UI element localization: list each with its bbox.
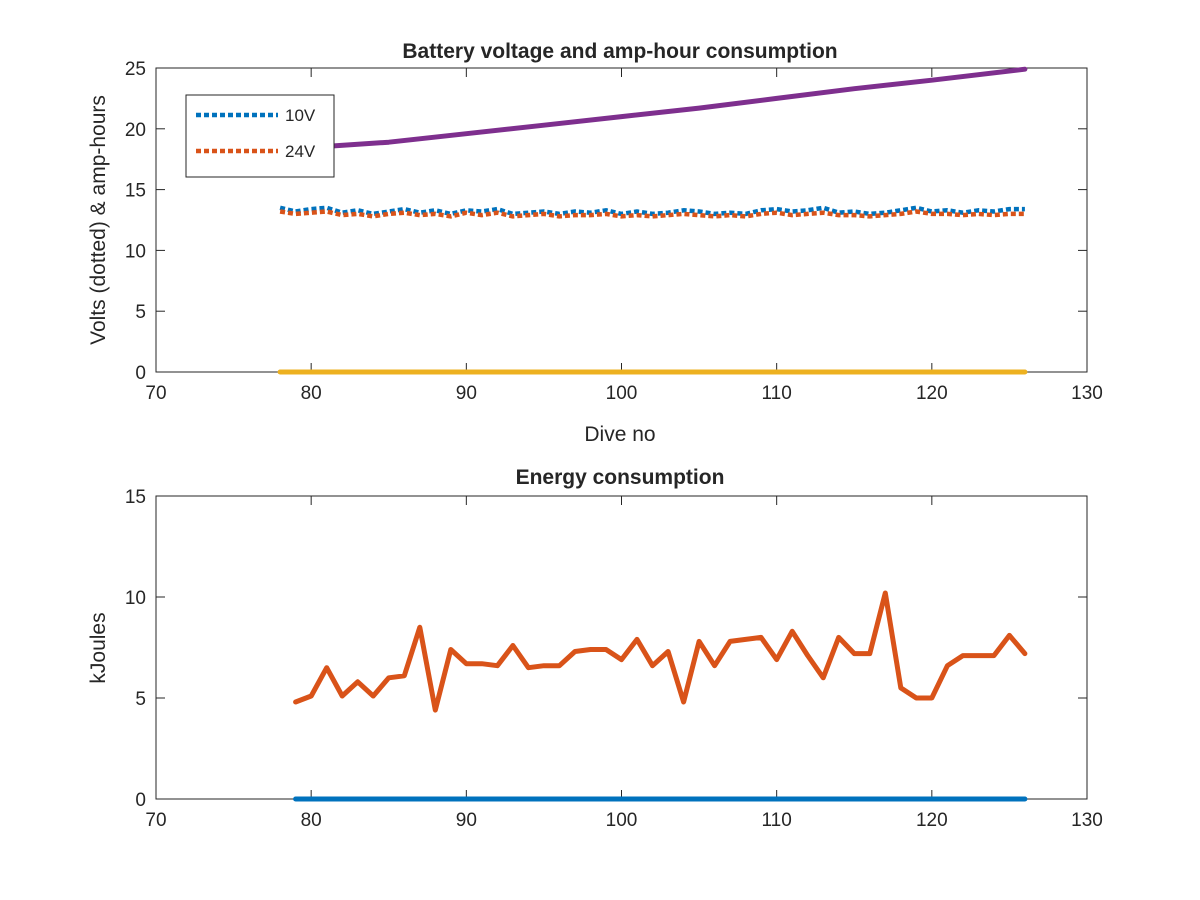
y-tick-label: 15 (125, 181, 146, 202)
series-1-line (293, 590, 1028, 713)
x-tick-label: 70 (145, 810, 166, 831)
y-tick-label: 15 (125, 487, 146, 508)
series-10v-line (279, 205, 1025, 217)
x-tick-label: 110 (762, 383, 792, 404)
y-axis-label: kJoules (87, 612, 110, 683)
x-tick-label: 70 (145, 383, 166, 404)
battery-axes: Battery voltage and amp-hour consumption… (87, 40, 1103, 446)
chart-title: Energy consumption (516, 466, 725, 489)
legend-entry-label: 10V (285, 106, 316, 125)
x-tick-label: 90 (456, 810, 477, 831)
y-axis-label: Volts (dotted) & amp-hours (87, 95, 110, 345)
x-tick-label: 80 (301, 383, 322, 404)
plot-area (155, 495, 1088, 800)
x-axis-label: Dive no (584, 423, 655, 446)
x-tick-label: 130 (1071, 383, 1103, 404)
y-tick-label: 10 (125, 241, 146, 262)
x-tick-label: 100 (606, 810, 638, 831)
x-tick-label: 130 (1071, 810, 1103, 831)
series-24v-line (279, 209, 1025, 219)
y-tick-label: 5 (135, 302, 146, 323)
y-tick-label: 25 (125, 59, 146, 80)
legend-entry-label: 24V (285, 142, 316, 161)
y-tick-label: 0 (135, 790, 146, 811)
x-tick-label: 90 (456, 383, 477, 404)
energy-axes: Energy consumption kJoules 70 80 90 100 110 1… (87, 466, 1103, 831)
y-tick-label: 0 (135, 363, 146, 384)
x-tick-label: 120 (916, 383, 948, 404)
legend-box (185, 94, 335, 178)
chart-title: Battery voltage and amp-hour consumption (402, 40, 837, 63)
x-tick-label: 80 (301, 810, 322, 831)
y-tick-label: 20 (125, 120, 146, 141)
x-tick-label: 100 (606, 383, 638, 404)
series-3-line (277, 66, 1028, 152)
x-tick-label: 110 (762, 810, 792, 831)
y-tick-label: 5 (135, 689, 146, 710)
x-tick-label: 120 (916, 810, 948, 831)
y-tick-label: 10 (125, 588, 146, 609)
